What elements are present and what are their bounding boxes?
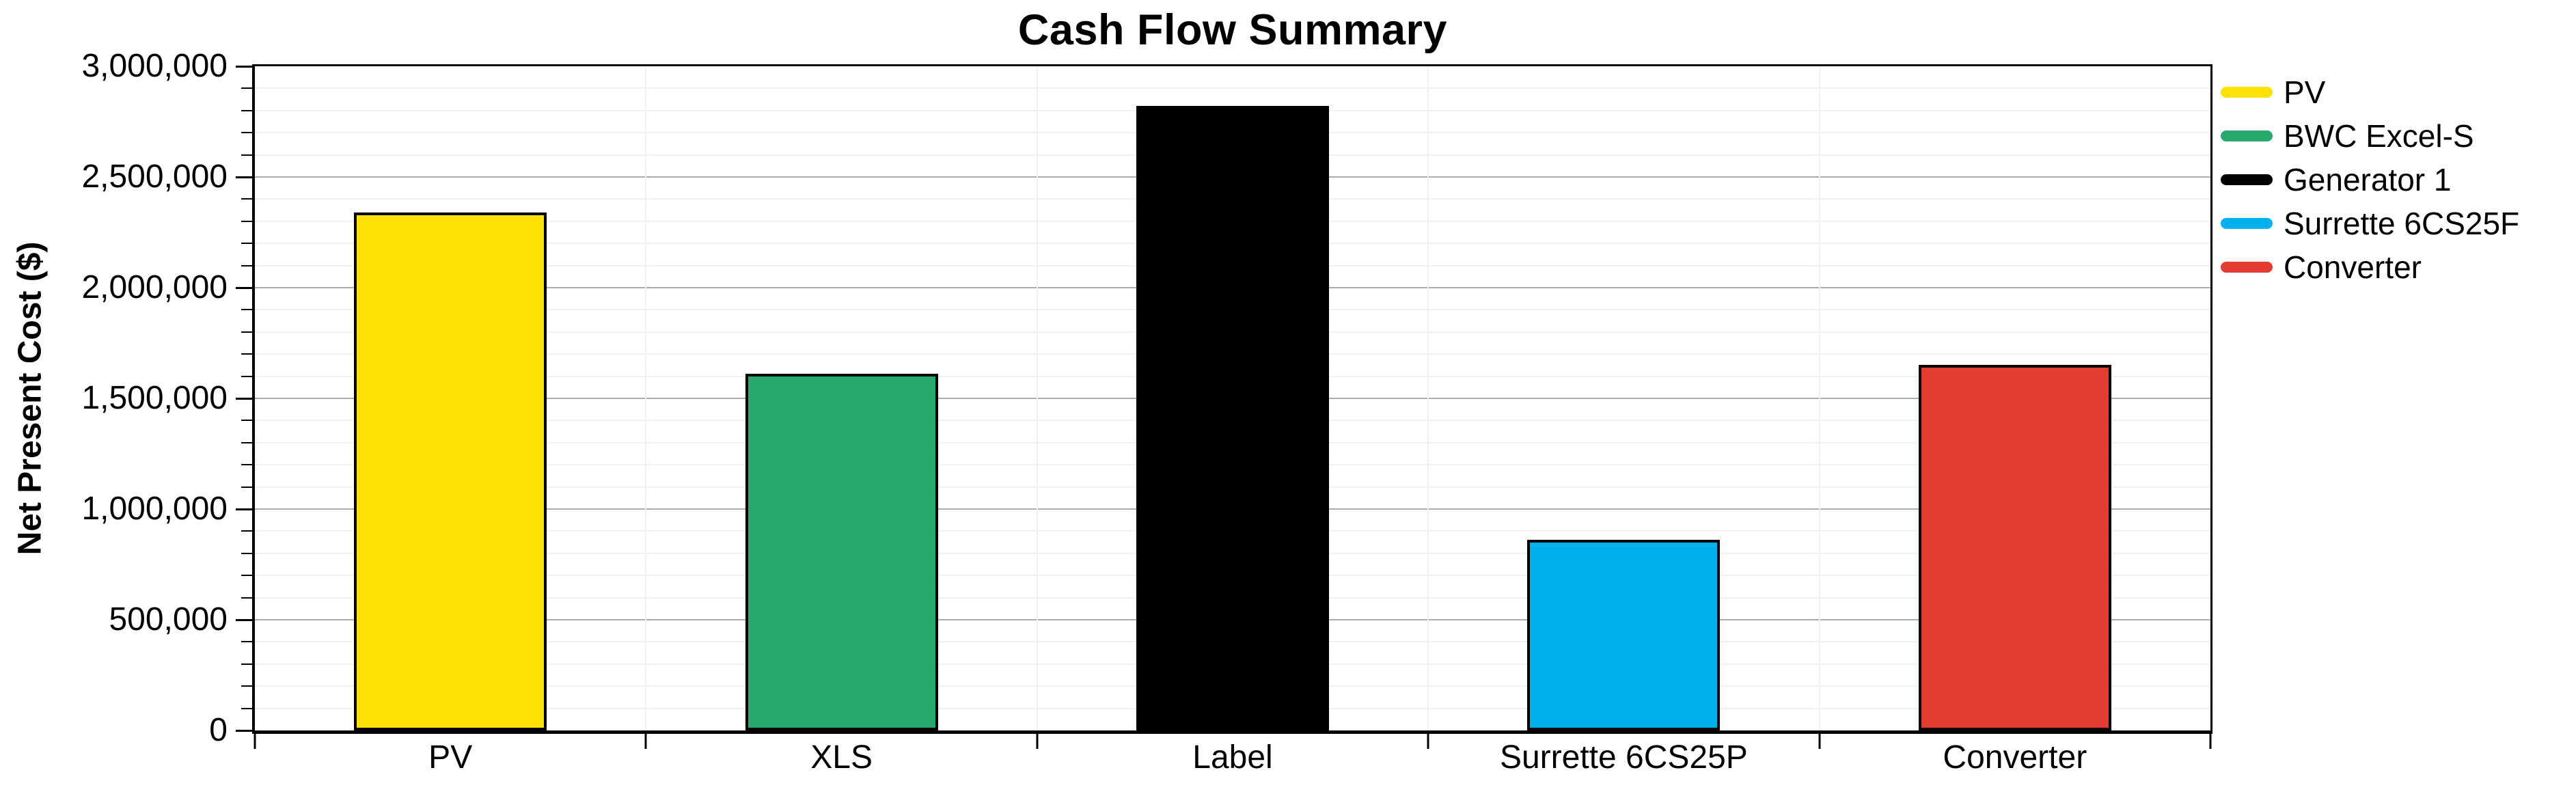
y-tick-minor <box>241 132 252 134</box>
legend-entry-surrette-6cs25f: Surrette 6CS25F <box>2221 202 2519 245</box>
y-tick-label: 1,000,000 <box>81 491 228 527</box>
bar-label <box>1136 106 1329 730</box>
y-tick-minor <box>241 331 252 333</box>
x-tick <box>1036 734 1039 749</box>
y-tick-major <box>236 286 252 289</box>
legend-entry-pv: PV <box>2221 70 2325 114</box>
y-tick-minor <box>241 309 252 311</box>
gridline-category-separator <box>1427 66 1429 730</box>
y-tick-minor <box>241 420 252 422</box>
y-tick-minor <box>241 375 252 377</box>
legend-swatch-icon <box>2221 218 2273 229</box>
x-category-label-converter: Converter <box>1943 739 2087 776</box>
legend-label: BWC Excel-S <box>2284 118 2474 154</box>
y-tick-label: 2,500,000 <box>81 159 228 195</box>
gridline-minor <box>255 87 2210 90</box>
y-tick-major <box>236 65 252 68</box>
y-tick-major <box>236 397 252 400</box>
y-tick-minor <box>241 154 252 156</box>
x-tick <box>2209 734 2212 749</box>
y-tick-minor <box>241 109 252 111</box>
y-tick-label: 500,000 <box>109 601 228 638</box>
x-tick <box>1818 734 1821 749</box>
y-tick-minor <box>241 486 252 488</box>
y-tick-minor <box>241 353 252 355</box>
legend-label: PV <box>2284 74 2326 110</box>
y-tick-major <box>236 618 252 621</box>
bar-xls <box>745 374 938 730</box>
legend-swatch-icon <box>2221 262 2273 273</box>
legend-entry-bwc-excel-s: BWC Excel-S <box>2221 114 2474 158</box>
x-tick <box>254 734 256 749</box>
chart-title: Cash Flow Summary <box>1017 6 1448 54</box>
x-tick <box>1427 734 1429 749</box>
legend-swatch-icon <box>2221 174 2273 185</box>
y-tick-minor <box>241 220 252 222</box>
legend-label: Converter <box>2284 249 2422 285</box>
y-tick-label: 2,000,000 <box>81 269 228 305</box>
y-tick-minor <box>241 87 252 90</box>
legend-label: Surrette 6CS25F <box>2284 206 2520 241</box>
y-tick-minor <box>241 464 252 466</box>
y-tick-minor <box>241 198 252 200</box>
gridline-category-separator <box>1036 66 1038 730</box>
plot-area <box>252 64 2212 734</box>
y-tick-major <box>236 508 252 510</box>
x-category-label-pv: PV <box>428 739 473 776</box>
y-tick-major <box>236 176 252 178</box>
y-tick-minor <box>241 530 252 532</box>
legend-entry-converter: Converter <box>2221 245 2422 289</box>
y-tick-label: 3,000,000 <box>81 48 228 84</box>
y-tick-minor <box>241 264 252 266</box>
gridline-category-separator <box>1818 66 1820 730</box>
legend-swatch-icon <box>2221 131 2273 141</box>
bar-converter <box>1918 365 2111 730</box>
y-tick-minor <box>241 243 252 245</box>
y-tick-minor <box>241 597 252 599</box>
gridline-category-separator <box>645 66 647 730</box>
legend-label: Generator 1 <box>2284 162 2452 197</box>
y-tick-major <box>236 729 252 732</box>
legend-swatch-icon <box>2221 87 2273 98</box>
x-category-label-surrette-6cs25p: Surrette 6CS25P <box>1499 739 1748 776</box>
bar-surrette-6cs25p <box>1527 540 1721 730</box>
y-tick-minor <box>241 575 252 577</box>
legend-entry-generator-1: Generator 1 <box>2221 158 2451 202</box>
y-tick-minor <box>241 641 252 643</box>
bar-pv <box>354 212 547 730</box>
x-category-label-label: Label <box>1192 739 1273 776</box>
y-tick-label: 0 <box>209 712 228 748</box>
x-category-label-xls: XLS <box>810 739 873 776</box>
y-tick-minor <box>241 441 252 443</box>
y-tick-minor <box>241 552 252 554</box>
y-tick-minor <box>241 707 252 709</box>
y-tick-minor <box>241 685 252 687</box>
x-tick <box>644 734 647 749</box>
y-tick-label: 1,500,000 <box>81 380 228 416</box>
y-tick-minor <box>241 663 252 665</box>
